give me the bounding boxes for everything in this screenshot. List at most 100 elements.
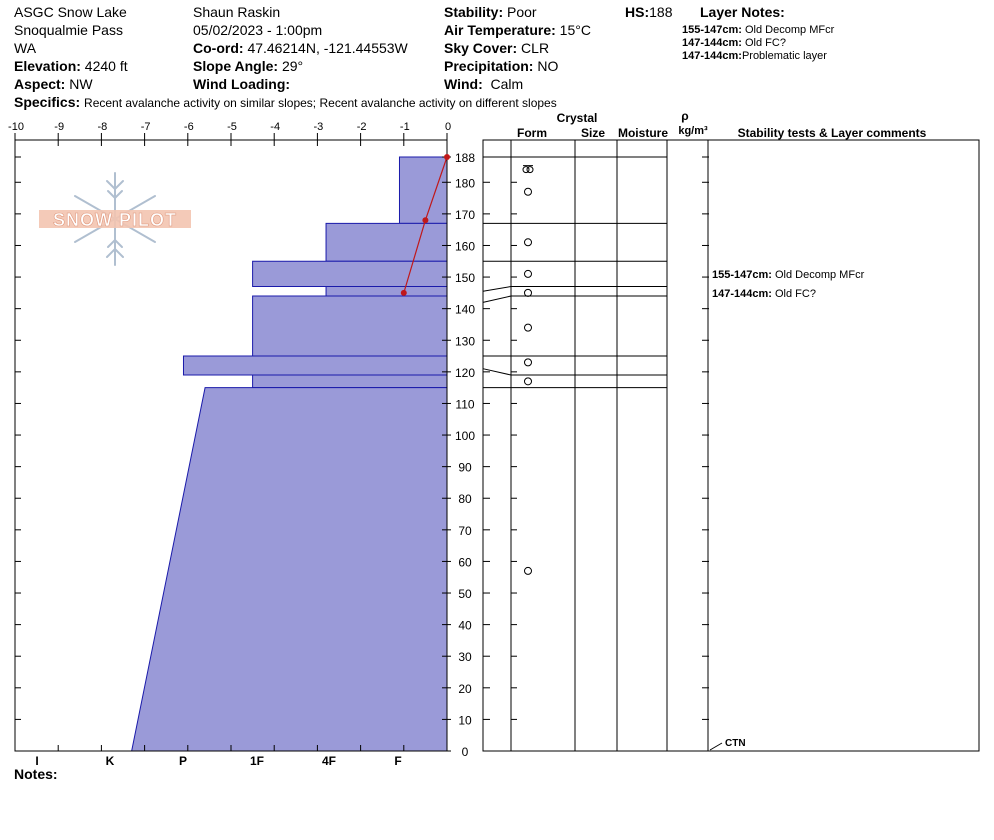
hardness-label: 4F [322,754,336,768]
temperature-point [444,154,450,160]
layer-comment: 155-147cm: Old Decomp MFcr [712,269,865,281]
precip-value: NO [537,58,559,74]
specifics-value: Recent avalanche activity on similar slo… [84,96,557,110]
stability-test-pointer [709,742,723,751]
layer-boundary [482,295,667,303]
slope-value: 29° [281,58,304,74]
grain-marker [524,377,532,386]
sky-label: Sky Cover: [444,40,518,56]
grain-marker [524,358,532,367]
hardness-label: 1F [250,754,264,768]
sky-row: Sky Cover: CLR [444,40,549,56]
depth-tick-label: 10 [458,713,472,727]
slope-label: Slope Angle: [193,58,279,74]
depth-tick-label: 170 [455,208,475,222]
header-rho: ρ [681,109,688,123]
hardness-layer [325,222,448,262]
depth-tick-label: 110 [455,397,474,411]
aspect-row: Aspect: NW [14,76,93,92]
hardness-layer [182,355,448,376]
depth-tick-label: 140 [455,303,475,317]
hardness-label: F [394,754,401,768]
temp-tick-label: -6 [184,121,194,133]
hs-row: HS:188 [625,4,672,20]
temp-tick-label: -8 [98,121,108,133]
layer-note-range: 147-144cm: [682,50,742,62]
header-moisture: Moisture [618,126,668,140]
depth-tick-label: 20 [458,682,472,696]
area-name: Snoqualmie Pass [14,22,123,38]
aspect-label: Aspect: [14,76,66,92]
depth-tick-label: 100 [455,429,475,443]
header-comments: Stability tests & Layer comments [738,126,927,140]
coord-row: Co-ord: 47.46214N, -121.44553W [193,40,408,56]
stability-test-label: CTN [725,738,746,749]
hardness-layer [325,286,448,297]
hardness-label: P [179,754,187,768]
grain-marker [524,238,532,247]
observation-datetime: 05/02/2023 - 1:00pm [193,22,323,38]
logo-text: SNOW PILOT [53,210,177,230]
sky-value: CLR [521,40,550,56]
depth-tick-label: 188 [455,151,475,165]
wind-loading-label: Wind Loading: [193,76,291,92]
layer-note: 155-147cm: Old Decomp MFcr [682,24,834,37]
temp-tick-label: -9 [54,121,64,133]
precip-label: Precipitation: [444,58,534,74]
specifics-row: Specifics: Recent avalanche activity on … [14,94,557,110]
temp-tick-label: -5 [227,121,237,133]
layer-boundary [482,286,667,292]
state-name: WA [14,40,37,56]
temp-tick-label: -10 [8,121,24,133]
hardness-layer [252,260,448,288]
hardness-layer [252,295,448,357]
hardness-layer [131,387,448,752]
hardness-layer [252,374,448,389]
temperature-point [422,217,429,224]
stability-value: Poor [507,4,537,20]
header-form: Form [517,126,547,140]
grain-marker [524,187,532,196]
wind-value: Calm [490,76,524,92]
depth-tick-label: 160 [455,239,475,253]
layer-note: 147-144cm: Old FC? [682,37,786,50]
layer-note-range: 147-144cm: [682,37,742,49]
stability-row: Stability: Poor [444,4,537,20]
layer-note-text: Problematic layer [741,50,827,62]
elevation-value: 4240 ft [84,58,128,74]
elevation-row: Elevation: 4240 ft [14,58,128,74]
snowpilot-logo: SNOW PILOT [39,172,191,266]
depth-tick-label: 80 [458,492,472,506]
hs-value: 188 [649,4,673,20]
header-density: kg/m³ [678,125,708,137]
temp-tick-label: -1 [400,121,410,133]
depth-tick-label: 70 [458,524,472,538]
elevation-label: Elevation: [14,58,81,74]
depth-tick-label: 120 [455,366,475,380]
temp-tick-label: 0 [445,121,451,133]
depth-tick-label: 180 [455,176,475,190]
air-temp-row: Air Temperature: 15°C [444,22,591,38]
layer-note-text: Old Decomp MFcr [745,24,835,36]
coord-value: 47.46214N, -121.44553W [247,40,408,56]
temperature-point [400,289,407,296]
temp-tick-label: -4 [270,121,280,133]
depth-tick-label: 90 [458,461,472,475]
table-frame [482,139,980,752]
layer-note-range: 155-147cm: [682,24,742,36]
wind-label: Wind: [444,76,483,92]
temp-tick-label: -7 [141,121,151,133]
depth-tick-label: 30 [458,650,472,664]
depth-tick-label: 50 [458,587,472,601]
wind-row: Wind: Calm [444,76,523,92]
grain-marker [524,566,532,575]
hardness-layer [398,156,448,224]
temp-tick-label: -3 [314,121,324,133]
layer-note: 147-144cm:Problematic layer [682,50,827,63]
precip-row: Precipitation: NO [444,58,558,74]
depth-tick-label: 60 [458,555,472,569]
hs-label: HS: [625,4,650,20]
aspect-value: NW [69,76,93,92]
layer-boundary [482,368,667,376]
